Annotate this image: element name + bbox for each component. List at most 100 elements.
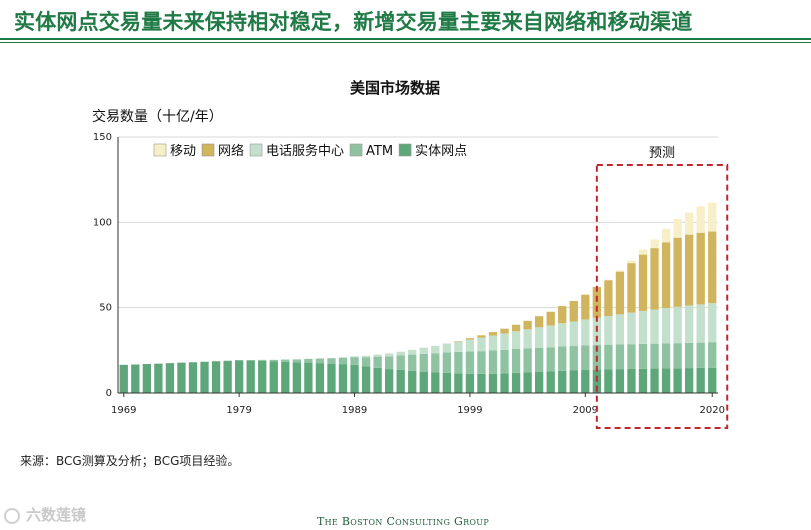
bar-segment-实体网点-1977 — [211, 361, 221, 393]
bar-segment-网络-2005 — [535, 316, 544, 328]
bar-segment-实体网点-1971 — [142, 363, 151, 393]
bar-segment-实体网点-1973 — [165, 363, 175, 393]
bar-segment-电话服务中心-2007 — [558, 323, 567, 347]
bar-segment-电话服务中心-1999 — [465, 339, 475, 352]
bar-segment-电话服务中心-2003 — [511, 331, 521, 349]
legend-swatch-移动 — [153, 143, 167, 157]
bar-segment-实体网点-1991 — [373, 367, 382, 393]
bar-segment-电话服务中心-2002 — [500, 333, 509, 350]
bar-segment-实体网点-1995 — [419, 371, 428, 393]
bar-segment-电话服务中心-2012 — [615, 314, 625, 345]
bar-segment-ATM-1995 — [419, 353, 428, 372]
legend-swatch-实体网点 — [398, 143, 412, 157]
bar-segment-实体网点-1981 — [258, 360, 267, 393]
bar-segment-实体网点-2014 — [638, 368, 648, 393]
bar-segment-电话服务中心-1996 — [431, 345, 440, 354]
header-rule-thin — [0, 42, 811, 43]
bar-segment-实体网点-2009 — [581, 369, 590, 393]
bar-segment-ATM-1990 — [361, 357, 371, 367]
bar-segment-电话服务中心-2018 — [685, 305, 694, 343]
forecast-group: 预测 — [595, 146, 729, 429]
bar-segment-实体网点-2018 — [685, 368, 694, 393]
bar-segment-实体网点-2003 — [511, 372, 521, 393]
bar-segment-移动-2014 — [638, 249, 648, 255]
legend: 移动 网络 电话服务中心 ATM 实体网点 — [153, 143, 467, 159]
watermark: 六数莲镜 — [4, 504, 86, 525]
bar-segment-ATM-2002 — [500, 349, 509, 374]
bar-segment-实体网点-1987 — [327, 363, 336, 393]
bar-segment-移动-2016 — [661, 228, 671, 243]
bar-segment-ATM-2009 — [581, 345, 590, 370]
bar-segment-ATM-1983 — [281, 359, 290, 362]
bar-segment-网络-2020 — [708, 231, 717, 304]
bar-segment-网络-2004 — [523, 320, 532, 330]
bar-segment-电话服务中心-2016 — [661, 308, 671, 344]
bar-segment-实体网点-1969 — [119, 364, 128, 393]
bar-segment-ATM-2005 — [535, 347, 544, 373]
bar-segment-ATM-2014 — [638, 343, 648, 369]
bar-segment-网络-2012 — [615, 271, 625, 315]
bar-segment-ATM-2018 — [685, 342, 694, 369]
bar-segment-实体网点-1992 — [385, 369, 394, 393]
legend-swatch-ATM — [349, 143, 363, 157]
bar-segment-网络-2018 — [685, 234, 694, 306]
bar-segment-实体网点-1983 — [281, 361, 290, 393]
bar-segment-ATM-1989 — [350, 357, 359, 365]
bar-segment-ATM-2020 — [708, 342, 717, 368]
bar-segment-实体网点-1996 — [431, 372, 440, 393]
bar-segment-ATM-1994 — [408, 354, 417, 371]
bar-segment-电话服务中心-2013 — [627, 312, 636, 345]
bar-segment-实体网点-2006 — [546, 371, 555, 393]
bar-segment-实体网点-2001 — [488, 373, 498, 393]
bar-segment-移动-2012 — [615, 270, 625, 272]
y-axis-label: 交易数量（十亿/年） — [92, 108, 223, 125]
bar-segment-ATM-1992 — [385, 356, 394, 370]
bar-segment-实体网点-1997 — [442, 372, 451, 393]
bar-segment-实体网点-2020 — [708, 367, 717, 393]
bar-segment-实体网点-2012 — [615, 369, 625, 393]
bar-segment-实体网点-2000 — [477, 373, 486, 393]
bar-segment-ATM-1999 — [465, 351, 475, 374]
bar-segment-ATM-2003 — [511, 348, 521, 373]
bar-segment-实体网点-1985 — [304, 362, 313, 393]
bar-segment-ATM-2013 — [627, 344, 636, 369]
bar-segment-实体网点-1989 — [350, 364, 359, 393]
bar-segment-电话服务中心-1998 — [454, 341, 463, 352]
bar-segment-ATM-2011 — [604, 344, 613, 370]
bar-segment-网络-2008 — [569, 301, 578, 322]
bar-segment-电话服务中心-1989 — [350, 356, 359, 358]
bar-segment-ATM-2000 — [477, 351, 486, 374]
chart-title: 美国市场数据 — [350, 79, 440, 97]
bar-segment-网络-1999 — [465, 338, 475, 340]
bar-segment-电话服务中心-1994 — [408, 349, 417, 355]
watermark-text: 六数莲镜 — [26, 506, 87, 524]
bar-segment-网络-2001 — [488, 332, 498, 336]
bar-segment-移动-2020 — [708, 202, 717, 232]
bar-segment-实体网点-1990 — [361, 366, 371, 393]
bar-segment-实体网点-1976 — [200, 361, 209, 393]
x-tick-label: 1989 — [342, 405, 367, 416]
bars-group — [119, 202, 717, 393]
bar-segment-ATM-2001 — [488, 350, 498, 374]
bar-segment-ATM-2012 — [615, 344, 625, 370]
bar-segment-实体网点-1980 — [246, 360, 255, 393]
bar-segment-实体网点-2002 — [500, 373, 509, 393]
bar-segment-ATM-1985 — [304, 358, 313, 363]
bar-segment-ATM-1998 — [454, 351, 463, 374]
bar-segment-ATM-1991 — [373, 356, 382, 368]
bar-segment-ATM-1981 — [258, 359, 267, 361]
bar-segment-实体网点-1972 — [154, 363, 163, 393]
bar-segment-电话服务中心-2005 — [535, 327, 544, 348]
x-tick-label: 1969 — [111, 405, 136, 416]
footer-brand: The Boston Consulting Group — [317, 515, 489, 528]
bar-segment-实体网点-1982 — [269, 361, 278, 393]
bar-segment-ATM-1987 — [327, 358, 336, 364]
source-note: 来源：BCG测算及分析；BCG项目经验。 — [20, 454, 240, 468]
bar-segment-电话服务中心-2008 — [569, 321, 578, 347]
legend-label: 网络 — [218, 143, 244, 159]
watermark-logo-icon — [4, 507, 20, 524]
bar-segment-电话服务中心-2015 — [650, 309, 659, 344]
bar-segment-实体网点-1999 — [465, 373, 475, 393]
bar-segment-移动-2018 — [685, 212, 694, 235]
